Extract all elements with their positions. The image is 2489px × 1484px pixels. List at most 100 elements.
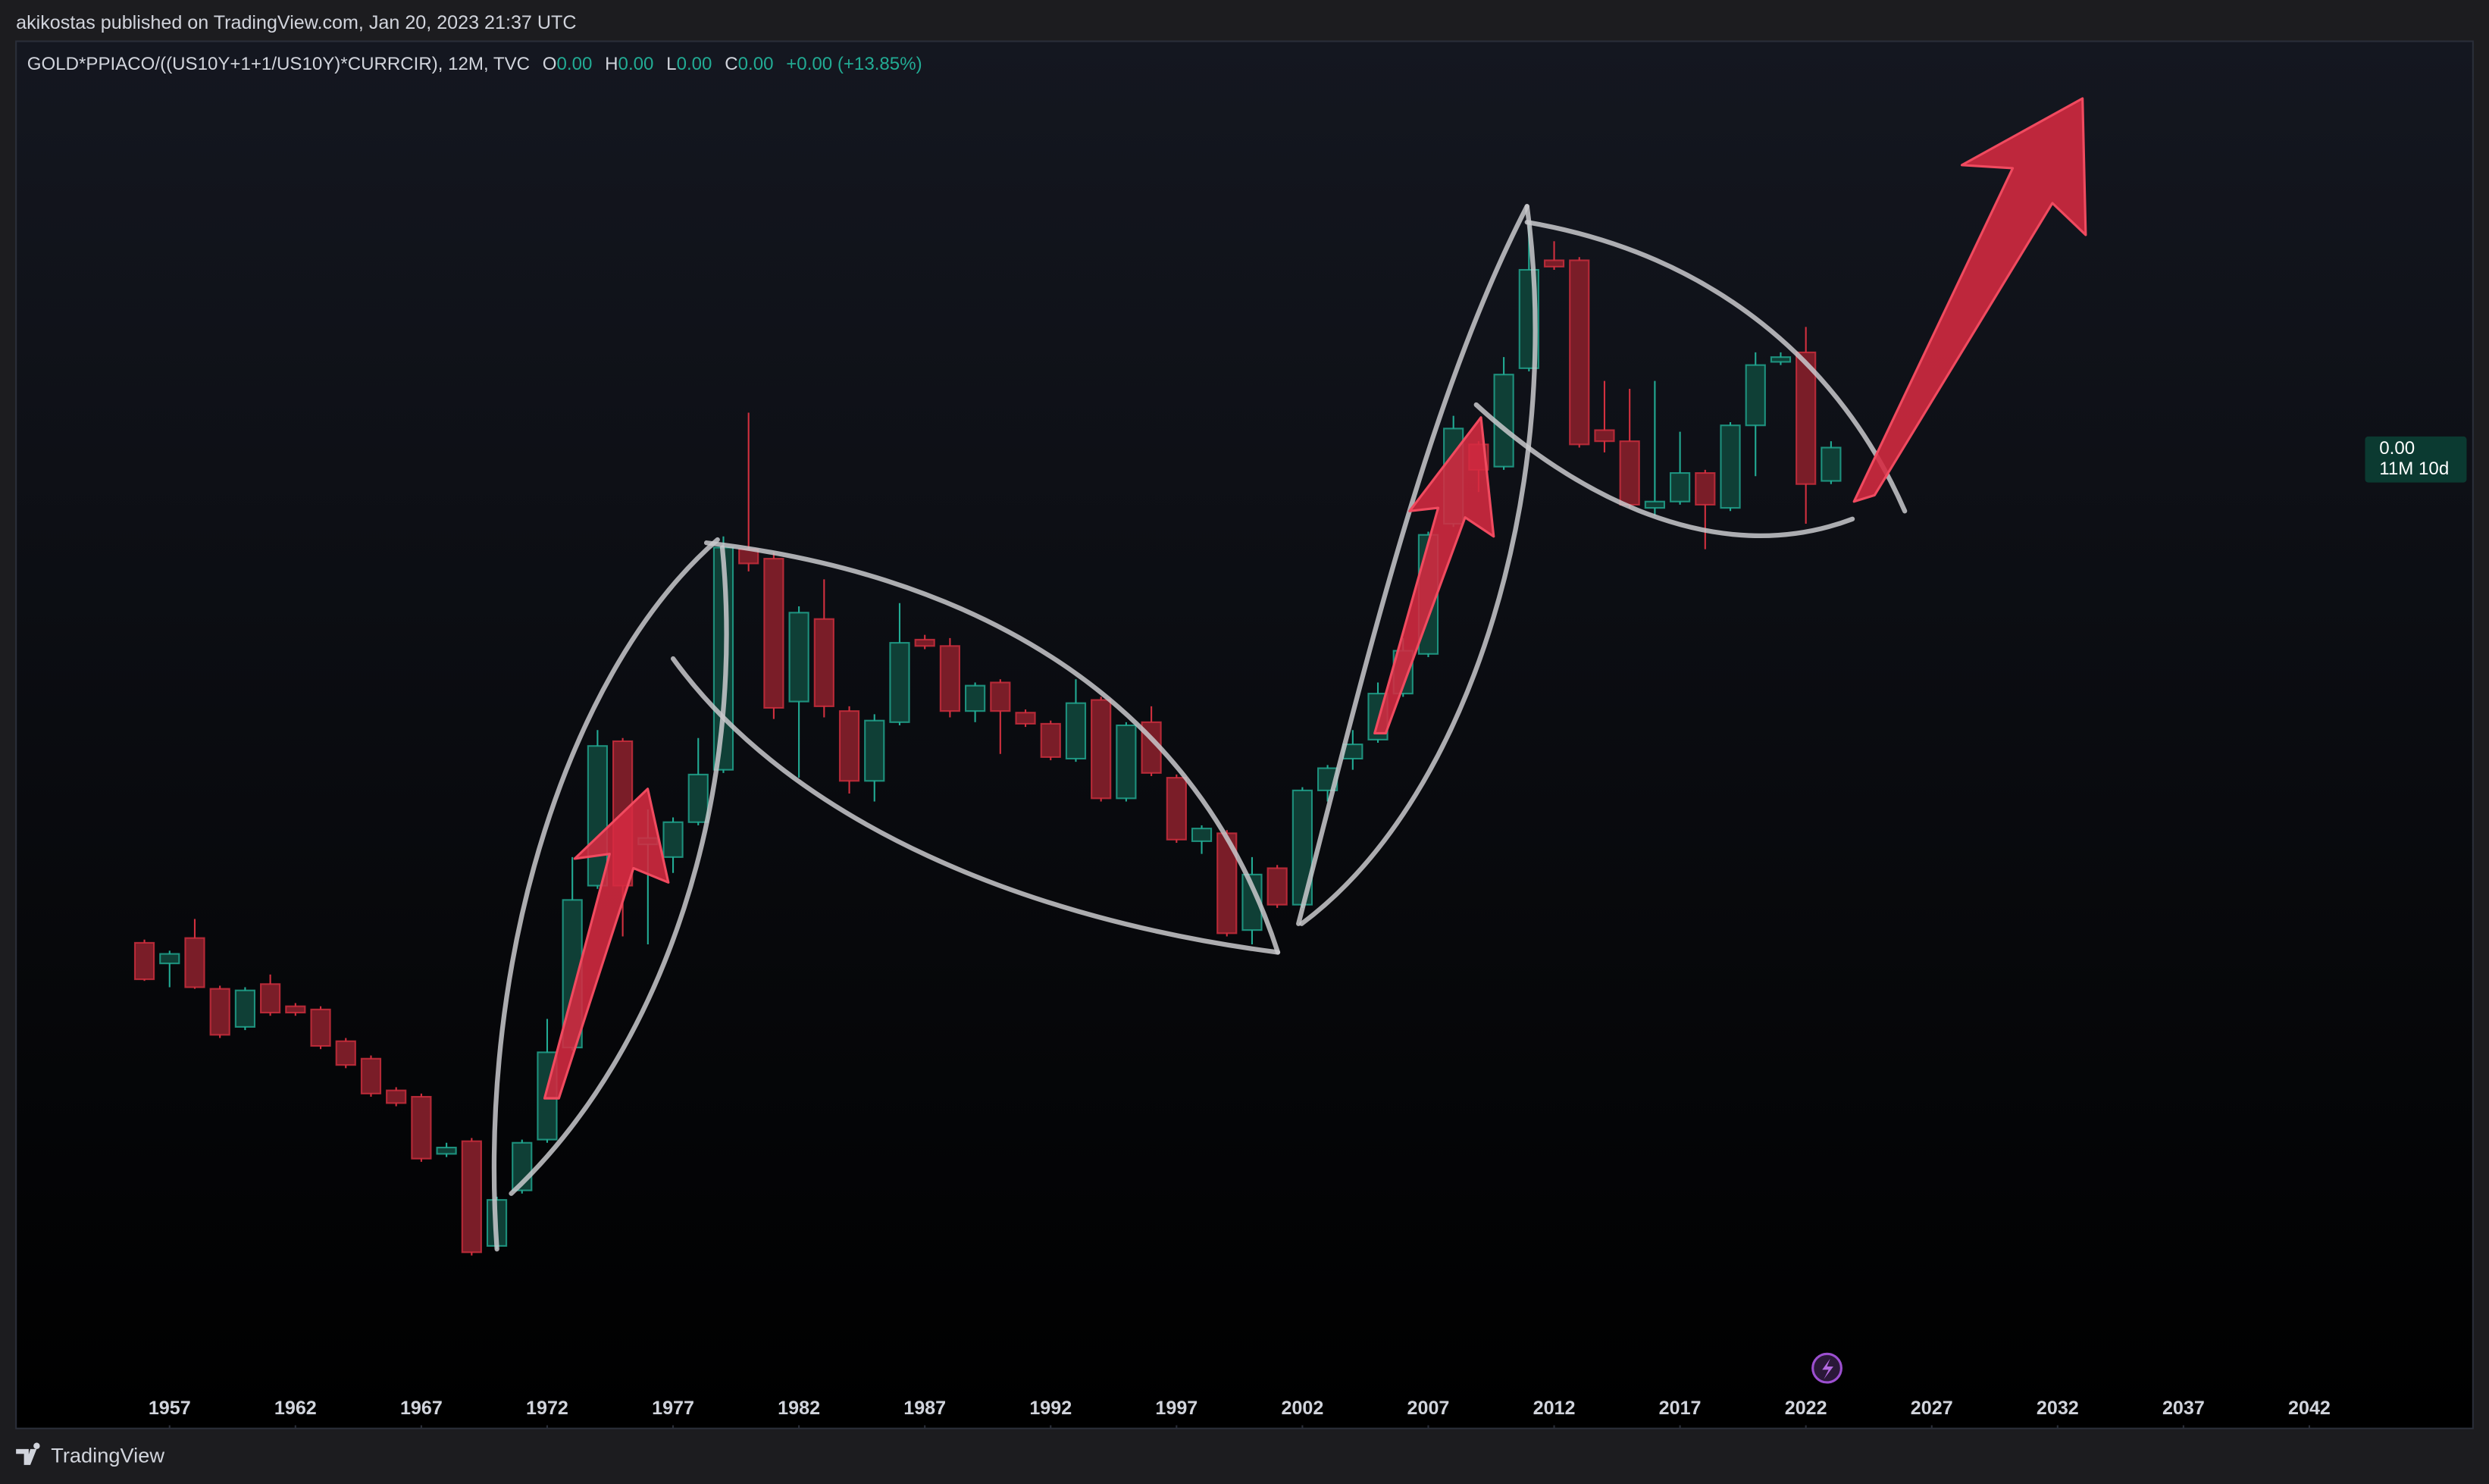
tv-logo — [16, 1442, 40, 1465]
candle-body — [1695, 472, 1716, 506]
arrow — [1852, 97, 2087, 503]
candle-body — [184, 937, 205, 988]
legend-value: 0.00 — [677, 54, 712, 74]
candle-body — [838, 710, 860, 782]
candle-body — [1040, 722, 1061, 758]
candle-body — [234, 989, 256, 1028]
x-tick-label: 2017 — [1659, 1398, 1702, 1419]
candle-body — [1543, 259, 1565, 268]
candle-body — [360, 1057, 382, 1094]
candle-body — [335, 1040, 356, 1066]
arc — [509, 545, 729, 1196]
x-tick-label: 2032 — [2037, 1398, 2079, 1419]
x-tick-label: 1982 — [778, 1398, 820, 1419]
candle-body — [587, 745, 609, 887]
arc — [1299, 204, 1538, 926]
x-tick-label: 1962 — [274, 1398, 317, 1419]
legend-value: 0.00 — [738, 54, 774, 74]
symbol: GOLD*PPIACO/((US10Y+1+1/US10Y)*CURRCIR),… — [27, 54, 530, 74]
brand: TradingView — [51, 1444, 164, 1467]
arc — [670, 656, 1281, 955]
arrow — [543, 787, 670, 1100]
lightning-glyph — [1822, 1358, 1833, 1379]
candle-body — [662, 821, 684, 858]
x-axis: 1957 1962 1967 1972 1977 1982 1987 1992 1997 2002… — [149, 1398, 2331, 1429]
x-tick-label: 2007 — [1407, 1398, 1450, 1419]
candle-body — [133, 941, 155, 981]
arc — [703, 540, 1281, 955]
x-tick-label: 2042 — [2288, 1398, 2331, 1419]
candle-body — [990, 681, 1011, 712]
countdown: 11M 10d — [2379, 459, 2449, 479]
candle-body — [411, 1095, 432, 1160]
candle-body — [813, 618, 834, 707]
price-label — [2365, 436, 2467, 483]
candle-body — [436, 1147, 457, 1155]
arrow — [1373, 416, 1495, 735]
x-tick-label: 1977 — [652, 1398, 694, 1419]
x-tick-label: 2002 — [1281, 1398, 1323, 1419]
legend-value: 0.00 — [557, 54, 593, 74]
candle-body — [461, 1140, 482, 1254]
candle-body — [1619, 440, 1640, 506]
candle-body — [1166, 777, 1187, 841]
x-tick-label: 1957 — [149, 1398, 191, 1419]
x-tick-label: 1972 — [526, 1398, 568, 1419]
candle-body — [1569, 259, 1590, 446]
legend-label: H — [605, 54, 618, 74]
candle-body — [763, 558, 784, 709]
arc — [491, 537, 720, 1252]
last-price: 0.00 — [2379, 438, 2415, 459]
x-tick-label: 2022 — [1785, 1398, 1827, 1419]
candle-body — [1266, 867, 1288, 906]
candle-body — [1015, 712, 1036, 725]
candle-body — [914, 638, 935, 647]
candle-body — [1669, 472, 1691, 502]
x-tick-label: 1997 — [1155, 1398, 1198, 1419]
candle-body — [285, 1005, 306, 1014]
x-tick-label: 2037 — [2162, 1398, 2205, 1419]
x-tick-label: 2012 — [1533, 1398, 1576, 1419]
arc — [1296, 204, 1529, 926]
x-tick-label: 1987 — [903, 1398, 946, 1419]
publish-header: akikostas published on TradingView.com, … — [16, 12, 576, 33]
candle-body — [1745, 364, 1766, 427]
candle-body — [1720, 424, 1741, 509]
candle-body — [1493, 374, 1514, 468]
drawings — [491, 97, 2087, 1252]
x-tick-label: 1967 — [400, 1398, 443, 1419]
candle-body — [1065, 702, 1087, 760]
arc — [1473, 402, 1855, 538]
candle-body — [889, 642, 910, 723]
candle-body — [1644, 500, 1666, 509]
candle-body — [1191, 828, 1213, 842]
legend-label: O — [543, 54, 557, 74]
x-tick-label: 2027 — [1911, 1398, 1953, 1419]
candle-body — [1796, 351, 1817, 485]
legend-label: C — [725, 54, 737, 74]
candle-body — [1116, 724, 1137, 800]
arc — [1524, 220, 1908, 514]
legend-change: +0.00 (+13.85%) — [786, 54, 922, 74]
candle-body — [1091, 699, 1112, 800]
legend-label: L — [666, 54, 676, 74]
candle-body — [964, 684, 986, 712]
candle-body — [386, 1089, 407, 1104]
candle-body — [1594, 429, 1615, 443]
candle-body — [939, 645, 961, 712]
x-tick-label: 1992 — [1029, 1398, 1072, 1419]
legend-value: 0.00 — [618, 54, 654, 74]
candle-body — [260, 983, 281, 1014]
candle-body — [687, 773, 709, 823]
chart-pane — [15, 40, 2474, 1429]
candle-body — [159, 953, 180, 965]
candle-body — [1770, 356, 1792, 363]
candle-body — [209, 988, 230, 1036]
candle-body — [864, 719, 885, 782]
candle-body — [788, 612, 809, 703]
candle-body — [310, 1008, 331, 1047]
candle-body — [1821, 446, 1842, 482]
legend: GOLD*PPIACO/((US10Y+1+1/US10Y)*CURRCIR),… — [27, 54, 922, 74]
